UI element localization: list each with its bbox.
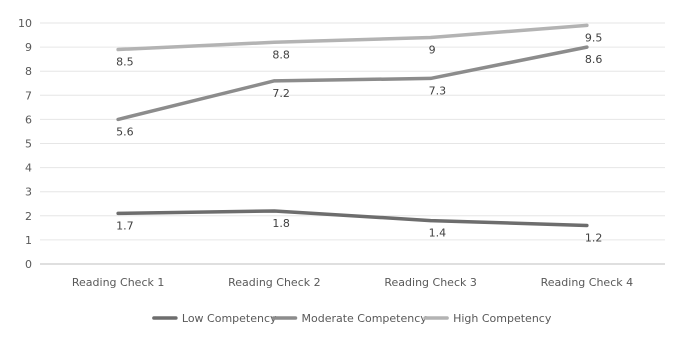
x-tick-label: Reading Check 4 [541,276,633,289]
legend-label: High Competency [453,312,552,325]
y-tick-label: 3 [25,186,32,199]
data-point [272,40,276,44]
legend: Low Competency Moderate Competency High Co… [152,312,552,325]
series-lines [116,23,589,228]
data-point [585,223,589,227]
data-point [429,35,433,39]
data-labels: 1.7 1.8 1.4 1.2 5.6 7.2 7.3 8.6 8.5 8.8 9 9.5 [116,31,602,244]
y-tick-label: 10 [18,17,32,30]
series-line-0 [116,209,589,228]
series-line-2 [116,23,589,52]
data-label: 5.6 [116,125,134,138]
y-tick-label: 8 [25,65,32,78]
data-point [116,48,120,52]
legend-label: Low Competency [182,312,277,325]
y-tick-label: 1 [25,234,32,247]
data-label: 1.7 [116,219,134,232]
data-label: 7.3 [429,84,447,97]
data-label: 8.5 [116,56,134,69]
data-label: 1.2 [585,231,603,244]
x-tick-label: Reading Check 3 [384,276,476,289]
data-label: 8.8 [272,48,290,61]
data-point [116,117,120,121]
data-point [429,76,433,80]
y-tick-label: 6 [25,113,32,126]
data-point [585,23,589,27]
data-point [272,79,276,83]
data-label: 8.6 [585,53,603,66]
legend-label: Moderate Competency [302,312,428,325]
data-point [116,211,120,215]
data-label: 9 [429,43,436,56]
data-point [429,219,433,223]
gridlines [40,22,665,265]
data-label: 1.8 [272,217,290,230]
x-tick-label: Reading Check 1 [72,276,164,289]
y-tick-label: 5 [25,138,32,151]
y-tick-label: 4 [25,162,32,175]
data-point [272,209,276,213]
data-label: 1.4 [429,227,447,240]
y-tick-label: 0 [25,258,32,271]
axes: 0 1 2 3 4 5 6 7 8 9 10 Reading Check 1 Reading Check… [18,17,633,289]
series-line-1 [116,45,589,122]
x-tick-label: Reading Check 2 [228,276,320,289]
y-tick-label: 9 [25,41,32,54]
data-label: 9.5 [585,31,603,44]
data-label: 7.2 [272,87,290,100]
data-point [585,45,589,49]
y-tick-label: 2 [25,210,32,223]
y-tick-label: 7 [25,89,32,102]
